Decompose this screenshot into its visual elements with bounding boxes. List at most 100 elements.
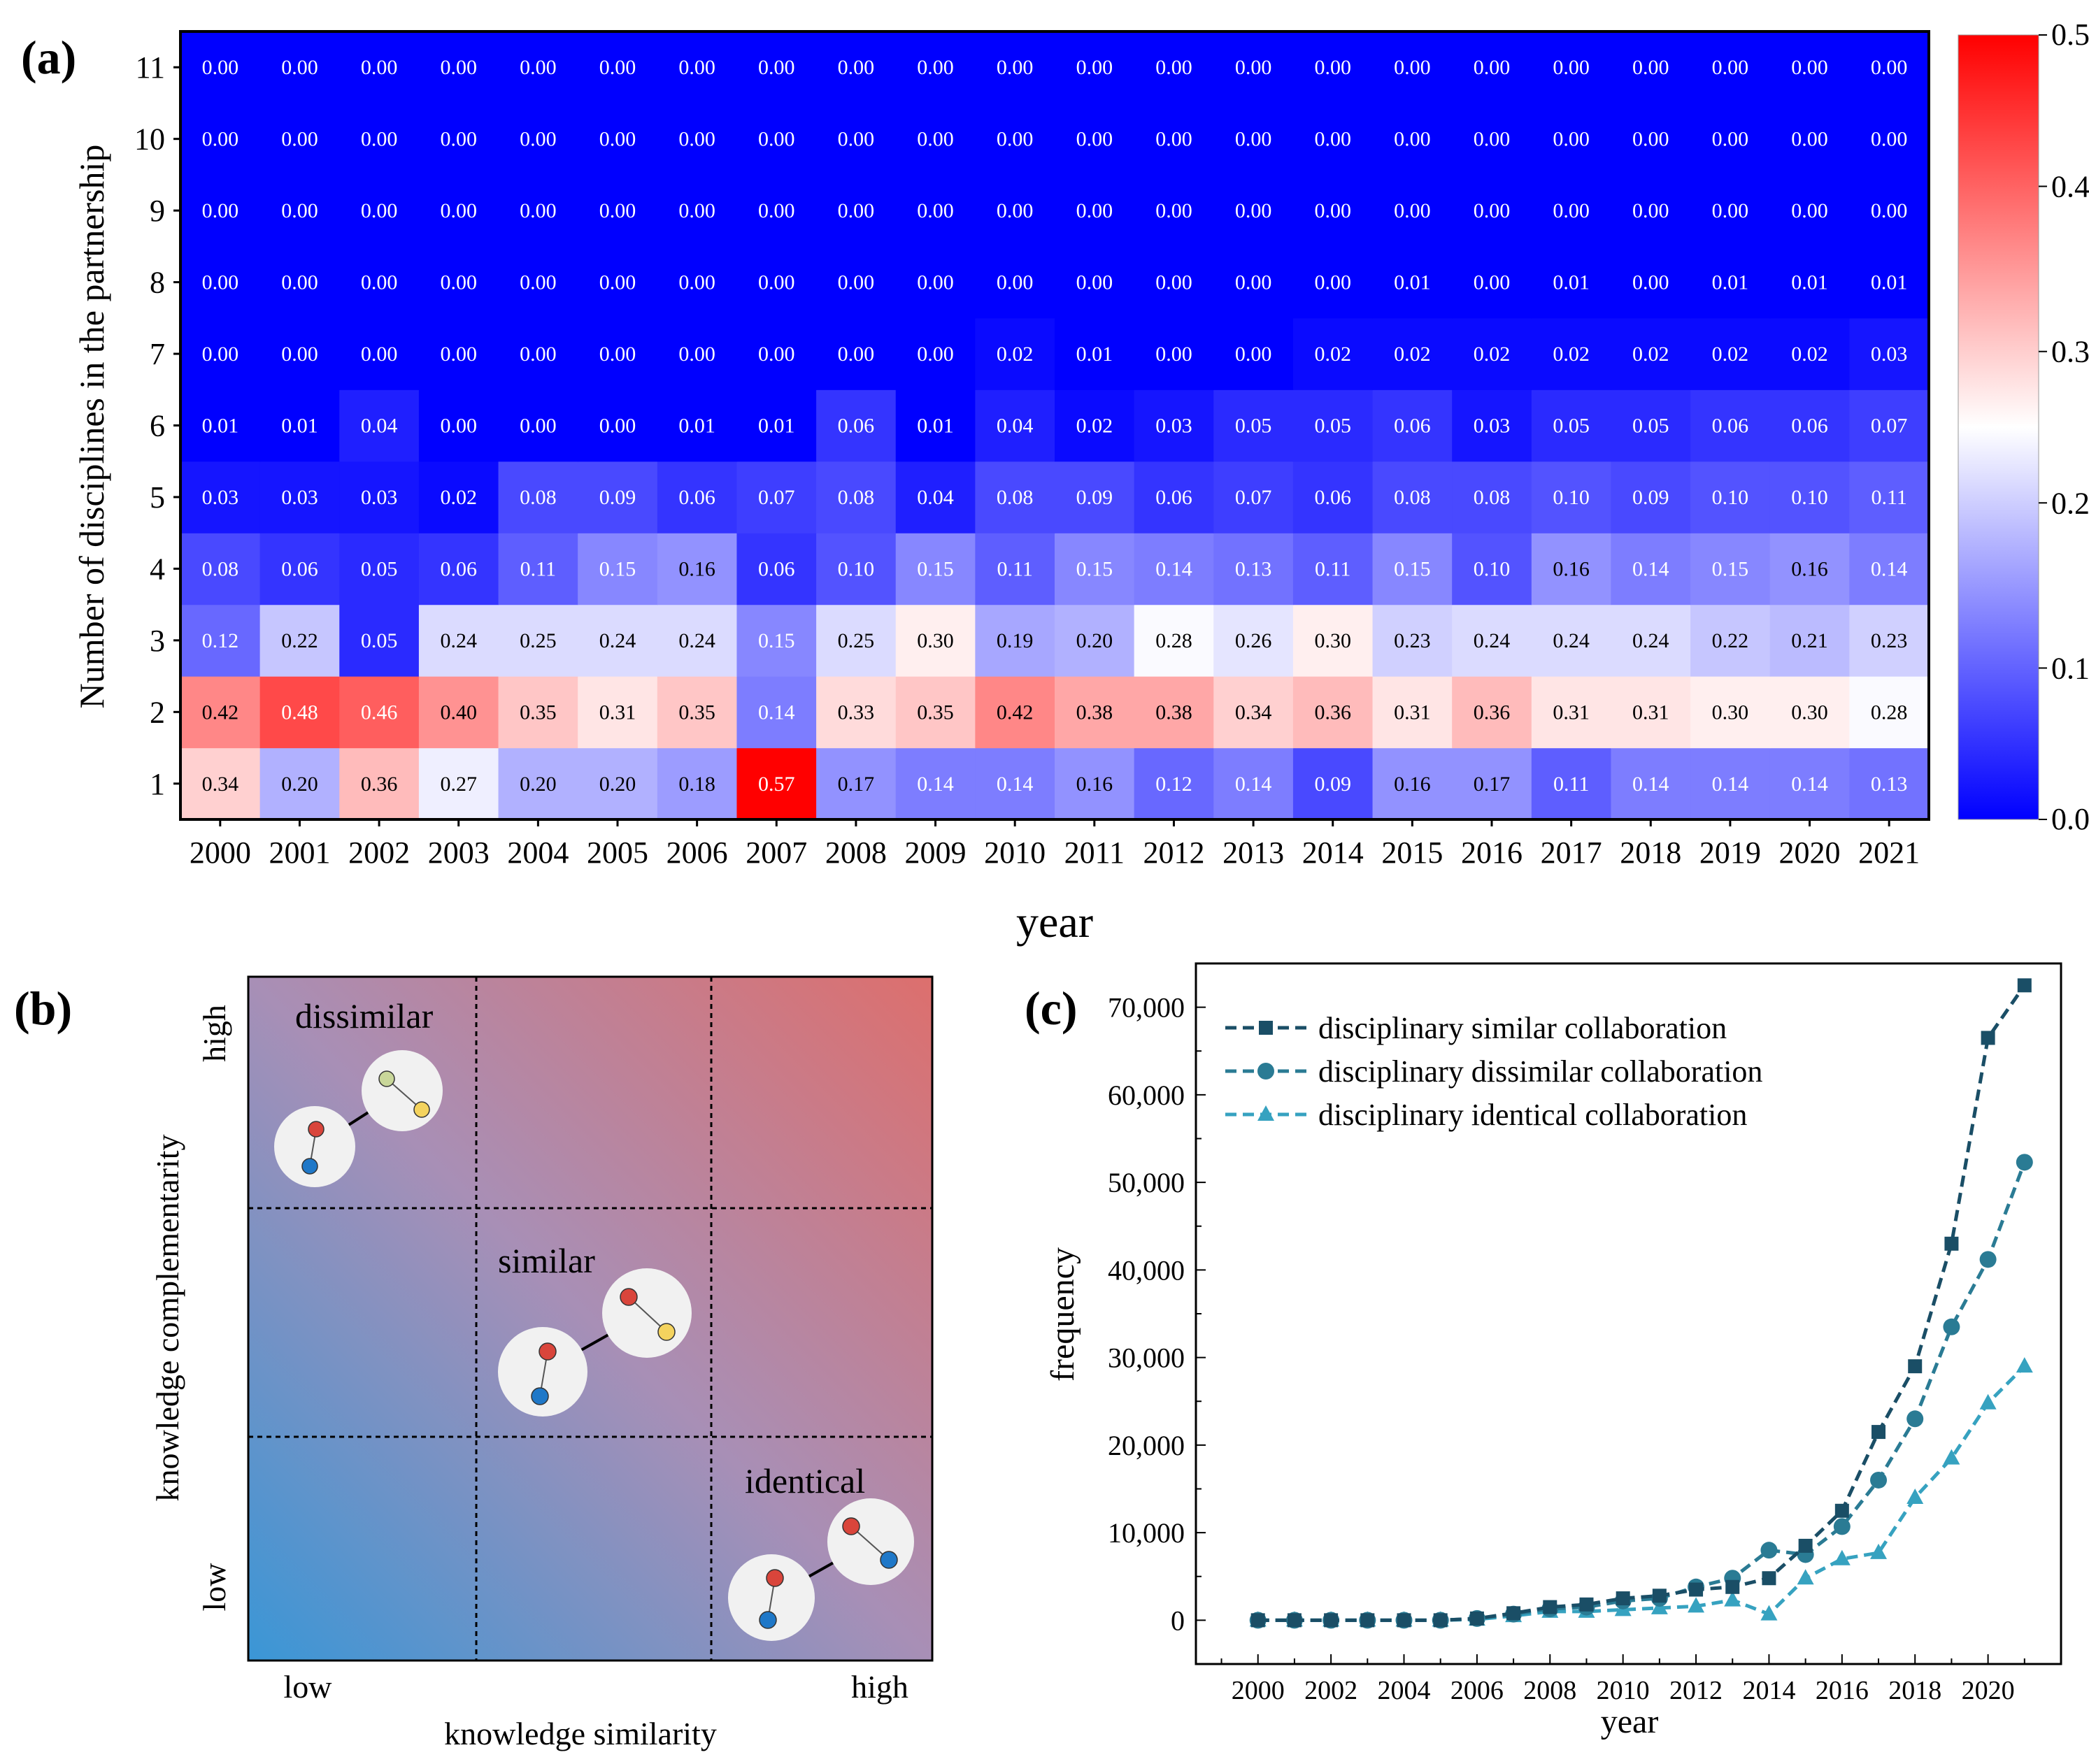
line-series	[1249, 978, 2033, 1629]
heatmap-cell-label: 0.06	[758, 557, 795, 580]
heatmap-cell-label: 0.00	[361, 343, 398, 366]
heatmap-cell-label: 0.00	[1235, 271, 1272, 294]
data-point	[1506, 1606, 1521, 1621]
heatmap-cell	[816, 103, 897, 175]
heatmap-cell-label: 0.00	[281, 343, 318, 366]
heatmap-cell-label: 0.34	[1235, 701, 1272, 724]
heatmap-cell	[1213, 747, 1294, 820]
data-point	[1652, 1589, 1667, 1603]
heatmap-cell	[816, 604, 897, 677]
y-tick-label: 5	[150, 480, 165, 515]
heatmap-cell-label: 0.15	[599, 557, 636, 580]
heatmap-cell	[578, 604, 658, 677]
heatmap-cell	[816, 676, 897, 749]
heatmap-cell-label: 0.00	[1474, 271, 1511, 294]
heatmap-cell-label: 0.01	[758, 415, 795, 438]
heatmap-cell	[1292, 31, 1374, 104]
x-tick-label: 2020	[1962, 1676, 2015, 1705]
y-tick-label: 50,000	[1108, 1167, 1185, 1198]
heatmap-cell	[1769, 103, 1850, 175]
heatmap-cell	[1531, 604, 1612, 677]
heatmap-cell-label: 0.08	[838, 486, 875, 509]
heatmap-cell-label: 0.00	[520, 415, 557, 438]
y-tick-label: 2	[150, 695, 165, 729]
heatmap-cell-label: 0.46	[361, 701, 398, 724]
heatmap-cell	[1134, 676, 1214, 749]
heatmap-cell	[1690, 389, 1771, 462]
heatmap-cell	[736, 533, 817, 605]
heatmap-cell	[1531, 31, 1612, 104]
heatmap-cell-label: 0.14	[1712, 773, 1749, 796]
heatmap-cell-label: 0.38	[1076, 701, 1113, 724]
heatmap-cell	[1292, 389, 1374, 462]
heatmap-cell	[1134, 31, 1214, 104]
heatmap-cell-label: 0.00	[440, 199, 477, 222]
heatmap-cell-label: 0.00	[678, 199, 715, 222]
heatmap-cell-label: 0.00	[1394, 128, 1431, 151]
heatmap-cell	[975, 461, 1055, 533]
heatmap-cell-label: 0.00	[1155, 56, 1192, 79]
heatmap-cell	[259, 246, 340, 319]
series-circle	[1249, 1154, 2033, 1629]
data-point	[1833, 1518, 1851, 1535]
node-blue	[880, 1551, 898, 1569]
heatmap-cell	[1055, 31, 1135, 104]
heatmap-cell-label: 0.24	[1632, 629, 1669, 652]
heatmap-cell	[259, 676, 340, 749]
heatmap-cell-label: 0.22	[281, 629, 318, 652]
heatmap-cell-label: 0.22	[1712, 629, 1749, 652]
heatmap-cell	[1611, 676, 1691, 749]
heatmap-cell	[498, 747, 578, 820]
heatmap-cell-label: 0.03	[202, 486, 239, 509]
heatmap-cell-label: 0.35	[520, 701, 557, 724]
heatmap-cell-label: 0.00	[1712, 199, 1749, 222]
heatmap-cell-label: 0.15	[1712, 557, 1749, 580]
y-tick-label: 9	[150, 194, 165, 228]
heatmap-cell-label: 0.00	[440, 415, 477, 438]
heatmap-cell	[895, 533, 976, 605]
data-point	[1760, 1605, 1778, 1621]
heatmap-cell-label: 0.04	[997, 415, 1034, 438]
colorbar-tick-label: 0.57	[2051, 17, 2089, 52]
heatmap-cell-label: 0.00	[1474, 199, 1511, 222]
heatmap-cell	[657, 317, 738, 390]
heatmap-cell	[657, 103, 738, 175]
heatmap-cell	[736, 604, 817, 677]
heatmap-cell-label: 0.00	[838, 343, 875, 366]
line-x-ticks: 2000 2002 2004 2006 2008 2010 2012 2014 2016 2018…	[1220, 1654, 2025, 1705]
heatmap-cell	[1292, 246, 1374, 319]
heatmap-cell	[180, 31, 261, 104]
heatmap-cell-label: 0.00	[1553, 56, 1590, 79]
x-tick-label: 2013	[1222, 836, 1284, 870]
heatmap-cell	[339, 747, 420, 820]
diagram-y-tick-low: low	[197, 1563, 232, 1612]
heatmap-cell-label: 0.00	[1474, 56, 1511, 79]
heatmap-cell-label: 0.00	[838, 199, 875, 222]
heatmap-cell-label: 0.38	[1155, 701, 1192, 724]
heatmap-cell-label: 0.00	[758, 271, 795, 294]
heatmap-cell	[1213, 604, 1294, 677]
line-y-ticks: 0 10,000 20,000 30,000 40,000 50,000 60,000 70,…	[1108, 992, 1206, 1636]
x-tick-label: 2021	[1858, 836, 1920, 870]
heatmap-cell	[1769, 317, 1850, 390]
heatmap-cell	[1055, 747, 1135, 820]
heatmap-cell-label: 0.05	[361, 557, 398, 580]
heatmap-cell	[1213, 246, 1294, 319]
heatmap-cell	[1452, 31, 1532, 104]
line-chart-panel: 0 10,000 20,000 30,000 40,000 50,000 60,000 70,…	[1044, 962, 2062, 1740]
heatmap-cell	[1690, 174, 1771, 247]
series-triangle	[1249, 1357, 2033, 1627]
heatmap-cell	[339, 174, 420, 247]
heatmap-cell	[1531, 317, 1612, 390]
heatmap-cell-label: 0.09	[1632, 486, 1669, 509]
heatmap-cell-label: 0.04	[917, 486, 954, 509]
x-tick-label: 2006	[666, 836, 728, 870]
heatmap-cell-label: 0.42	[997, 701, 1034, 724]
y-tick-label: 11	[136, 50, 165, 85]
heatmap-cell	[1769, 676, 1850, 749]
heatmap-cell	[1292, 103, 1374, 175]
heatmap-cell	[418, 604, 499, 677]
heatmap-cell	[1690, 533, 1771, 605]
heatmap-cell-label: 0.06	[838, 415, 875, 438]
colorbar-tick-label: 0.46	[2051, 170, 2089, 204]
